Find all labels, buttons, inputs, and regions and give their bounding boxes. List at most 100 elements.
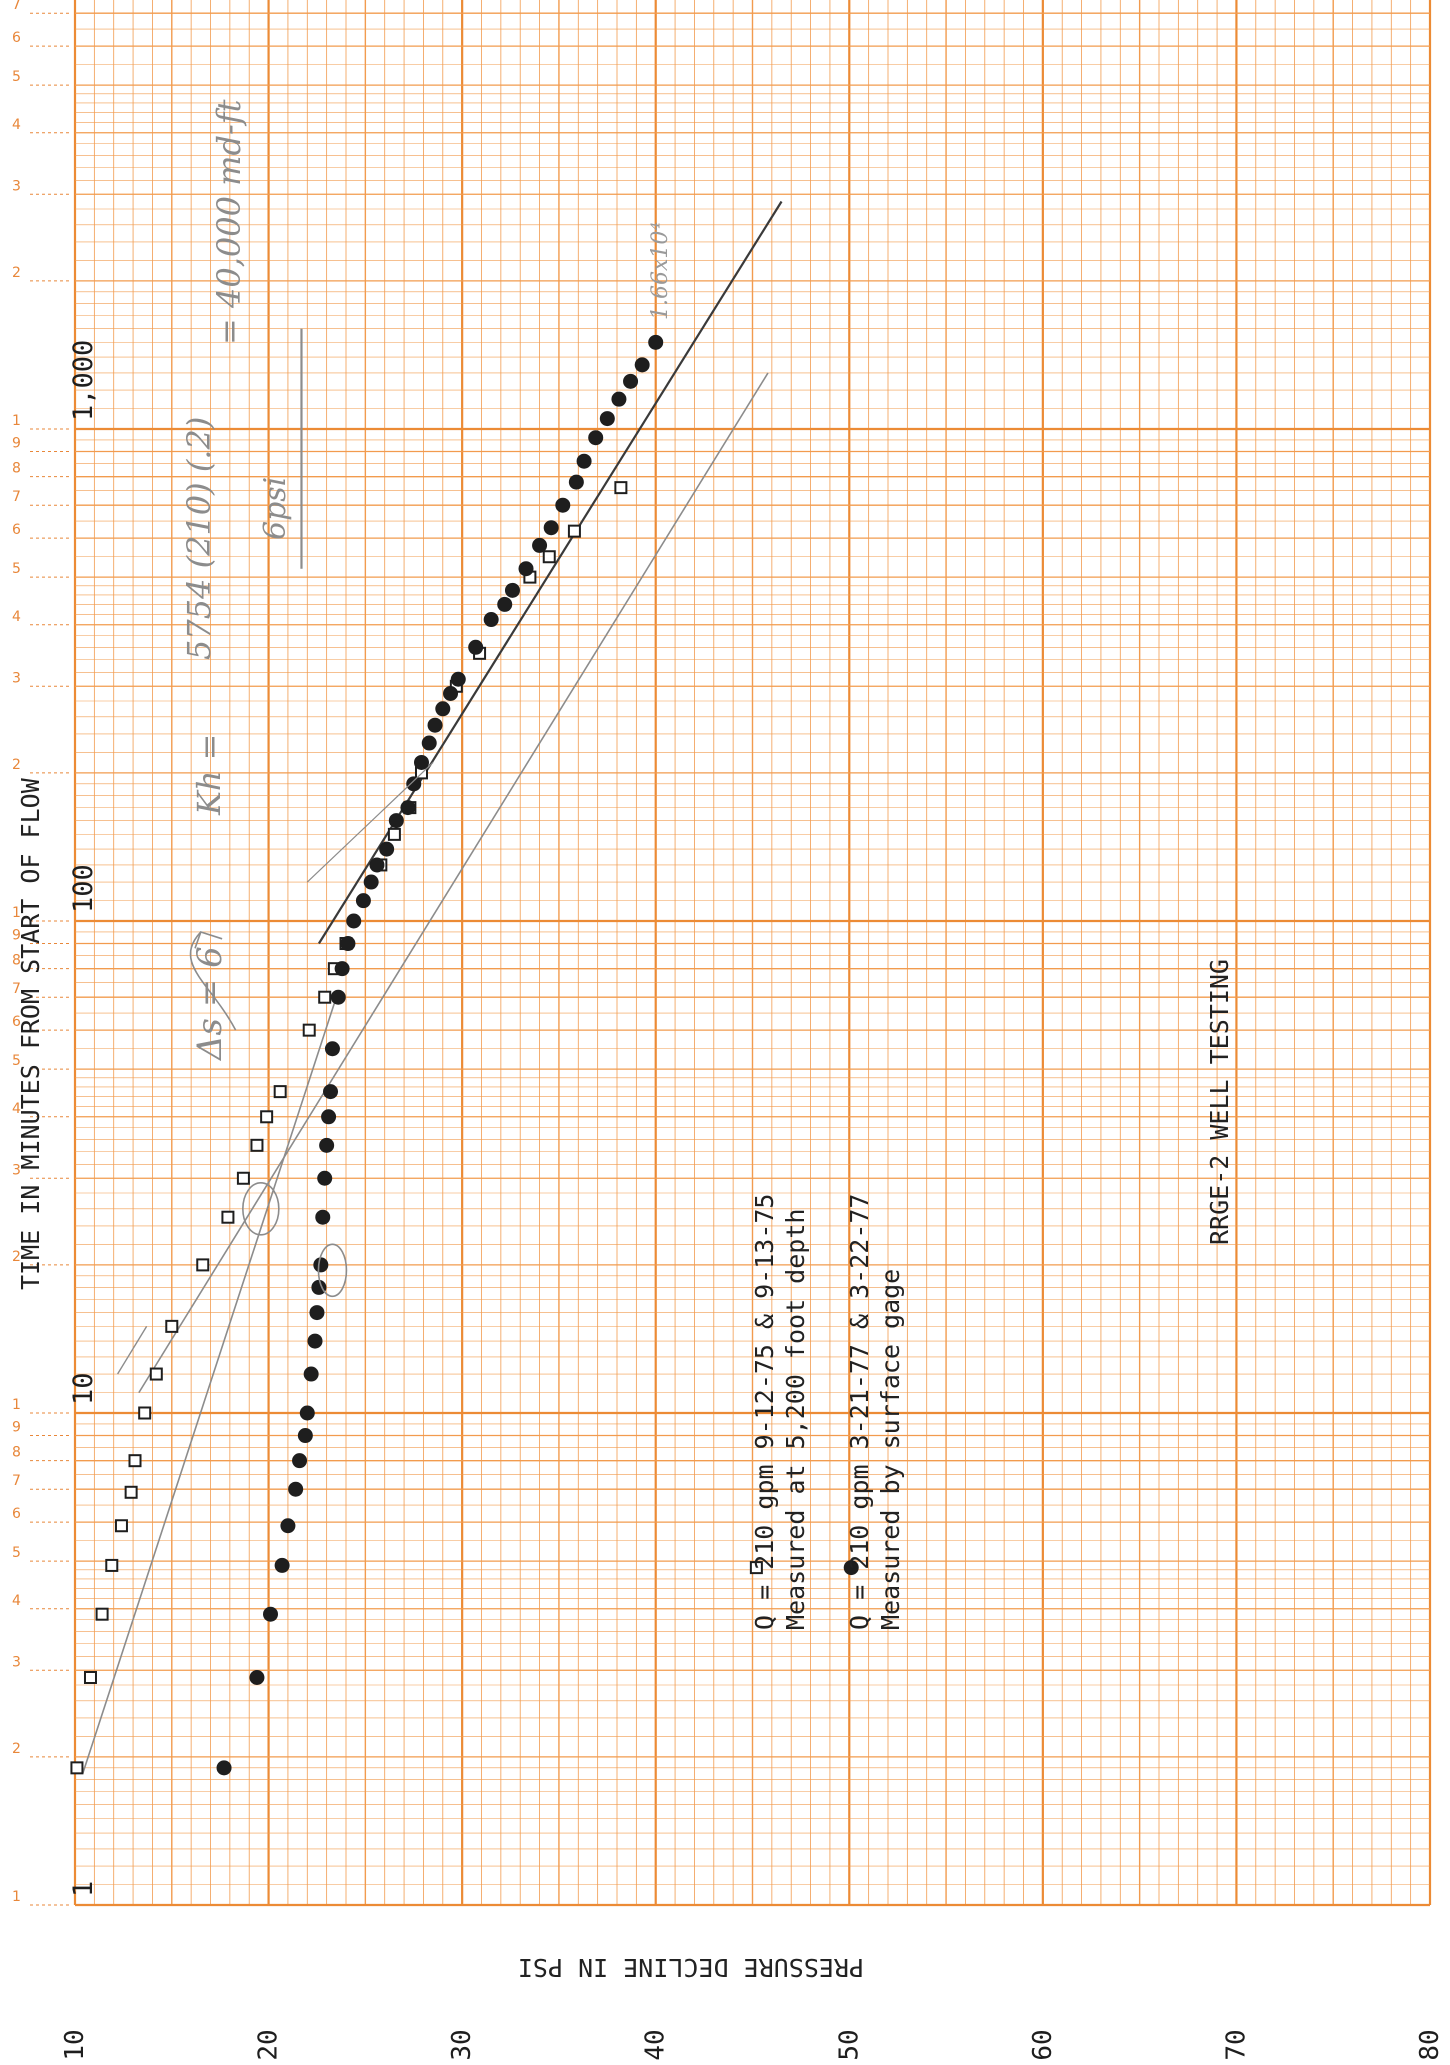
circle-point xyxy=(249,1670,265,1686)
circle-point xyxy=(216,1760,232,1776)
circle-point xyxy=(611,391,627,407)
circle-point xyxy=(321,1109,337,1125)
cycle-tick-label: 5 xyxy=(12,1545,21,1561)
annotation-kh-denominator: 6psi xyxy=(258,476,293,540)
cycle-tick-label: 8 xyxy=(12,1445,21,1461)
grid xyxy=(73,0,1432,1907)
cycle-tick-label: 4 xyxy=(12,117,21,133)
circle-point xyxy=(334,961,350,977)
pressure-tick-label: 10 xyxy=(60,2029,90,2060)
circle-point xyxy=(468,639,484,655)
circle-point xyxy=(274,1557,290,1573)
square-point xyxy=(614,481,628,495)
cycle-tick-label: 3 xyxy=(12,1162,21,1178)
legend-circle-line2: Measured by surface gage xyxy=(876,1268,905,1630)
circle-point xyxy=(568,474,584,490)
square-point xyxy=(149,1367,163,1381)
cycle-tick-label: 3 xyxy=(12,670,21,686)
cycle-tick-label: 4 xyxy=(12,1101,21,1117)
pressure-tick-label: 30 xyxy=(447,2029,477,2060)
circle-point xyxy=(634,357,650,373)
square-point xyxy=(114,1519,128,1533)
circle-point xyxy=(623,373,639,389)
circle-point xyxy=(504,582,520,598)
circle-point xyxy=(532,537,548,553)
cycle-tick-label: 2 xyxy=(12,265,21,281)
cycle-tick-label: 1 xyxy=(12,413,21,429)
circle-point xyxy=(555,497,571,513)
cycle-tick-label: 6 xyxy=(12,1014,21,1030)
pencil-arrowhead xyxy=(194,930,223,949)
cycle-tick-label: 5 xyxy=(12,1053,21,1069)
circle-point xyxy=(297,1428,313,1444)
circle-point xyxy=(315,1209,331,1225)
circle-point xyxy=(346,913,362,929)
cycle-tick-label: 6 xyxy=(12,30,21,46)
circle-point xyxy=(421,735,437,751)
circle-point xyxy=(497,596,513,612)
circle-point xyxy=(263,1606,279,1622)
circle-point xyxy=(576,453,592,469)
cycle-tick-label: 5 xyxy=(12,69,21,85)
square-point xyxy=(196,1258,210,1272)
pressure-tick-label: 70 xyxy=(1221,2029,1251,2060)
circle-point xyxy=(413,754,429,770)
tick-labels: 10203040506070801101001,00010,0001234567… xyxy=(12,0,1445,2061)
circle-point xyxy=(483,612,499,628)
cycle-tick-label: 6 xyxy=(12,522,21,538)
circle-point xyxy=(355,893,371,909)
cycle-tick-label: 1 xyxy=(12,1397,21,1413)
circle-point xyxy=(311,1279,327,1295)
circle-point xyxy=(543,520,559,536)
square-point xyxy=(542,550,556,564)
cycle-tick-label: 6 xyxy=(12,1506,21,1522)
square-point xyxy=(105,1558,119,1572)
circle-point xyxy=(309,1305,325,1321)
square-point xyxy=(387,827,401,841)
square-point xyxy=(70,1761,84,1775)
square-point xyxy=(250,1138,264,1152)
annotation-slope-note: 1.66x10⁴ xyxy=(648,221,673,320)
square-point xyxy=(273,1085,287,1099)
cycle-tick-label: 2 xyxy=(12,757,21,773)
legend-circle-marker xyxy=(843,1560,859,1576)
legend-circle-line1: Q = 210 gpm 3-21-77 & 3-22-77 xyxy=(845,1193,874,1631)
square-point xyxy=(302,1023,316,1037)
square-point xyxy=(260,1110,274,1124)
time-decade-label: 1,000 xyxy=(68,340,99,421)
legend-square-line2: Measured at 5,200 foot depth xyxy=(781,1208,810,1630)
pencil-circle xyxy=(317,1243,348,1298)
cycle-tick-label: 3 xyxy=(12,178,21,194)
circle-point xyxy=(323,1084,339,1100)
time-decade-label: 10 xyxy=(68,1372,99,1405)
chart-title: RRGE-2 WELL TESTING xyxy=(1205,959,1234,1245)
cycle-tick-label: 9 xyxy=(12,436,21,452)
circle-point xyxy=(313,1257,329,1273)
fit-line xyxy=(81,996,338,1774)
square-point xyxy=(567,524,581,538)
y-axis-title: PRESSURE DECLINE IN PSI xyxy=(517,1953,864,1982)
legend-square-line1: Q = 210 gpm 9-12-75 & 9-13-75 xyxy=(750,1193,779,1631)
annotation-kh-numerator: 5754 (210) (.2) xyxy=(180,416,218,660)
circle-point xyxy=(292,1453,308,1469)
square-point xyxy=(83,1671,97,1685)
circle-point xyxy=(518,561,534,577)
square-point xyxy=(138,1406,152,1420)
pencil-tick-stroke xyxy=(116,1325,148,1375)
circle-point xyxy=(443,686,459,702)
square-point xyxy=(128,1454,142,1468)
cycle-tick-label: 7 xyxy=(12,489,21,505)
cycle-tick-label: 1 xyxy=(12,905,21,921)
cycle-tick-label: 4 xyxy=(12,609,21,625)
circle-point xyxy=(307,1333,323,1349)
circle-point xyxy=(363,874,379,890)
x-axis-title: TIME IN MINUTES FROM START OF FLOW xyxy=(16,778,45,1290)
circle-point xyxy=(588,430,604,446)
circle-point xyxy=(427,717,443,733)
cycle-tick-label: 9 xyxy=(12,1420,21,1436)
cycle-tick-label: 2 xyxy=(12,1249,21,1265)
data-points xyxy=(70,334,859,1776)
cycle-tick-label: 8 xyxy=(12,461,21,477)
cycle-tick-label: 1 xyxy=(12,1889,21,1905)
square-point xyxy=(236,1171,250,1185)
